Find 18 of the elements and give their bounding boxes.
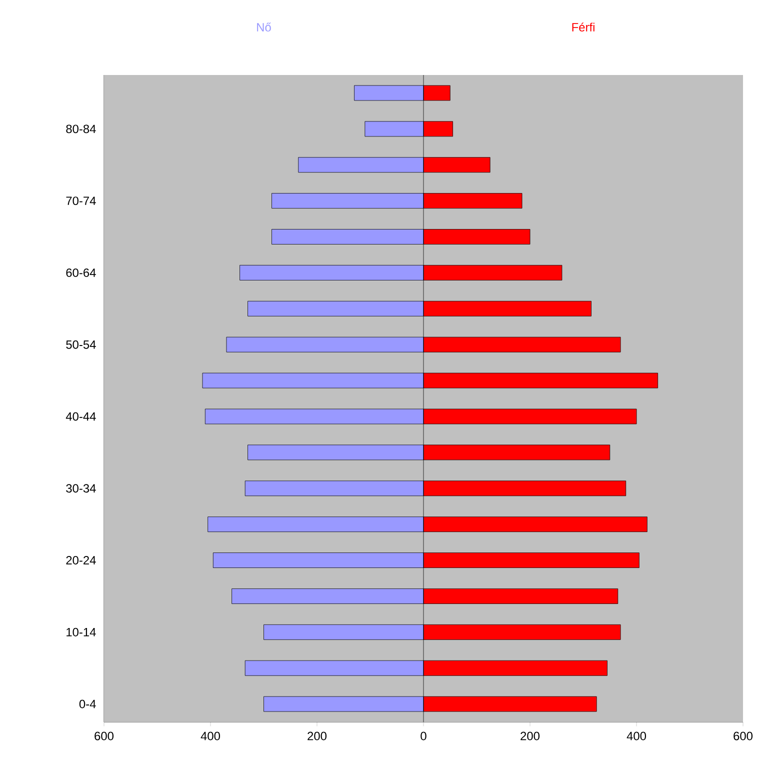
y-tick-label: 60-64 — [66, 268, 96, 277]
y-tick-label: 70-74 — [66, 196, 96, 206]
x-tick-label: 400 — [626, 732, 646, 740]
y-tick-label: 10-14 — [66, 628, 96, 636]
x-tick-label: 0 — [420, 732, 426, 740]
x-tick-label: 600 — [734, 732, 753, 740]
y-tick-label: 0-4 — [79, 700, 96, 708]
x-tick-label: 200 — [308, 732, 327, 740]
y-tick-label: 30-34 — [66, 484, 96, 493]
y-tick-label: 80-84 — [66, 124, 96, 134]
y-tick-label: 40-44 — [66, 412, 96, 421]
text: Nő — [257, 22, 271, 32]
x-tick-label: 200 — [520, 732, 540, 740]
x-tick-label: 600 — [94, 732, 114, 740]
x-tick-label: 400 — [200, 732, 220, 740]
text: Férfi — [572, 22, 594, 32]
y-tick-label: 50-54 — [66, 340, 96, 349]
y-tick-label: 20-24 — [66, 556, 96, 564]
